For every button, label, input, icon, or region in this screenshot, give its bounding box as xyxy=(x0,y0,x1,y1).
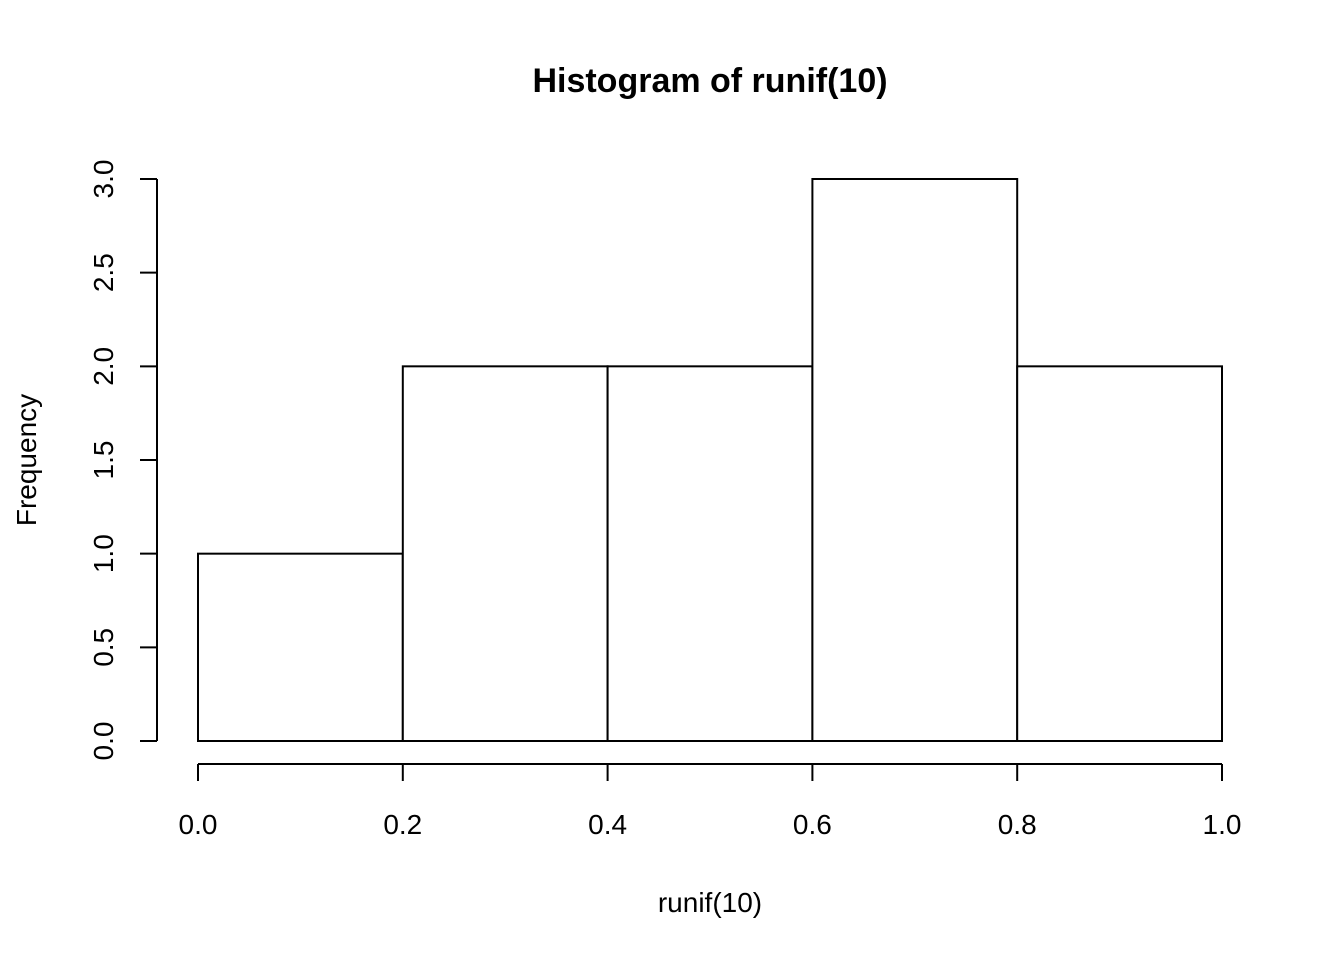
y-axis-label: Frequency xyxy=(11,394,42,526)
y-tick-label-2: 1.0 xyxy=(88,534,119,573)
x-tick-label-1: 0.2 xyxy=(383,809,422,840)
histogram-bar-1 xyxy=(197,552,404,743)
histogram-bar-2 xyxy=(401,365,609,742)
x-tick-label-0: 0.0 xyxy=(179,809,218,840)
x-axis-label: runif(10) xyxy=(658,887,762,918)
bars-group xyxy=(197,178,1224,743)
y-axis: 0.0 0.5 1.0 1.5 2.0 2.5 3.0 xyxy=(88,160,158,761)
x-tick-label-4: 0.8 xyxy=(998,809,1037,840)
y-tick-label-1: 0.5 xyxy=(88,628,119,667)
x-tick-label-2: 0.4 xyxy=(588,809,627,840)
y-tick-label-3: 1.5 xyxy=(88,441,119,480)
x-tick-label-5: 1.0 xyxy=(1203,809,1242,840)
y-tick-label-4: 2.0 xyxy=(88,347,119,386)
x-axis: 0.0 0.2 0.4 0.6 0.8 1.0 xyxy=(179,763,1242,840)
y-tick-label-0: 0.0 xyxy=(88,722,119,761)
x-tick-label-3: 0.6 xyxy=(793,809,832,840)
histogram-bar-5 xyxy=(1016,365,1224,742)
histogram-bar-3 xyxy=(606,365,814,742)
y-tick-label-5: 2.5 xyxy=(88,253,119,292)
histogram-bar-4 xyxy=(811,178,1019,742)
chart-title: Histogram of runif(10) xyxy=(532,62,887,100)
y-tick-label-6: 3.0 xyxy=(88,160,119,199)
